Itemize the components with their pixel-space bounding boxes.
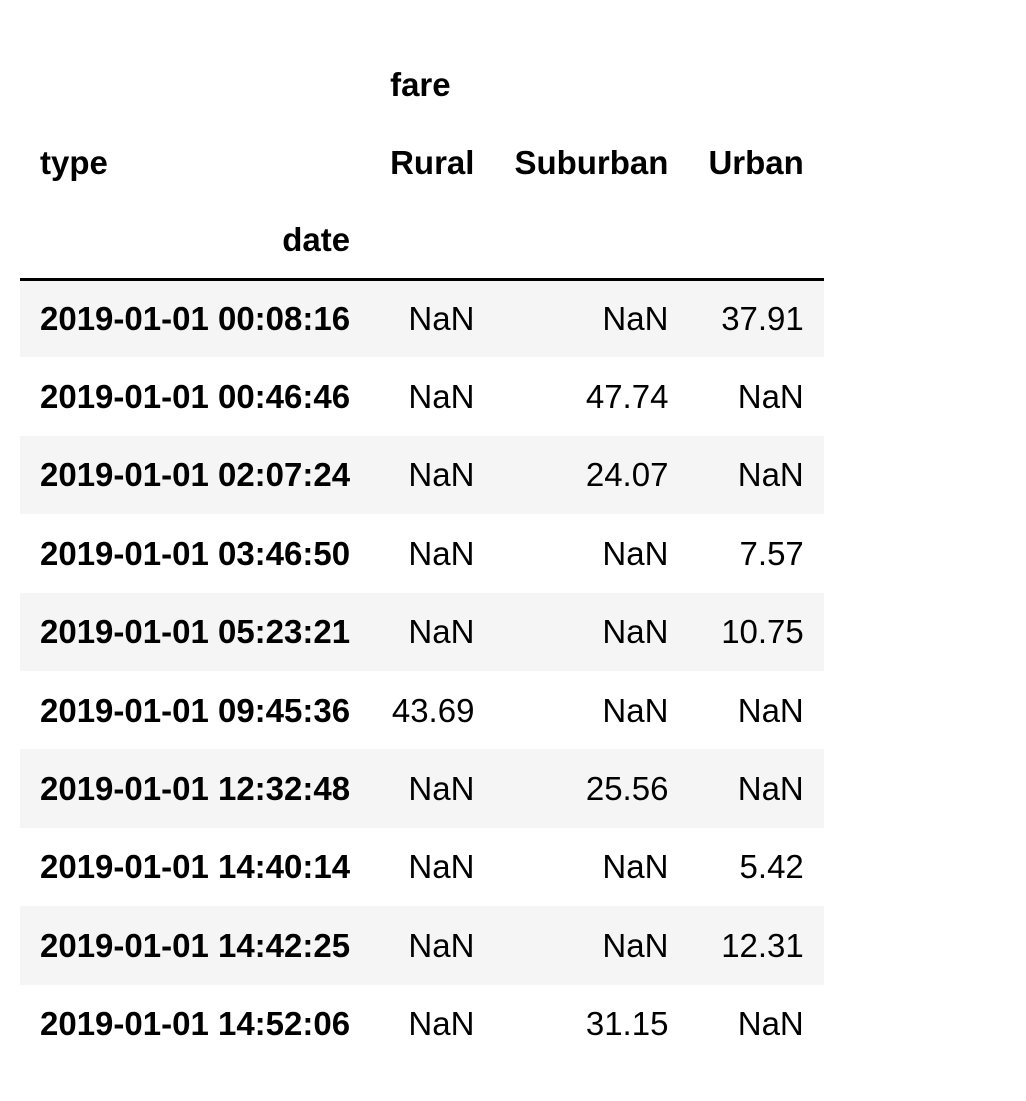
table-header: fare type Rural Suburban Urban date	[20, 45, 824, 281]
cell-urban: NaN	[737, 456, 804, 494]
table-row: 2019-01-01 14:42:25 NaN NaN 12.31	[20, 906, 824, 985]
header-row-level0: fare	[20, 45, 824, 123]
header-row-columns: type Rural Suburban Urban	[20, 123, 824, 201]
table-row: 2019-01-01 14:40:14 NaN NaN 5.42	[20, 827, 824, 907]
table-row: 2019-01-01 14:52:06 NaN 31.15 NaN	[20, 984, 824, 1063]
table-row: 2019-01-01 02:07:24 NaN 24.07 NaN	[20, 435, 824, 515]
row-index: 2019-01-01 14:40:14	[40, 848, 351, 886]
cell-suburban: NaN	[602, 534, 669, 572]
row-index: 2019-01-01 03:46:50	[40, 534, 351, 572]
cell-rural: NaN	[408, 300, 475, 338]
header-blank-cell	[20, 45, 370, 123]
cell-suburban: NaN	[602, 613, 669, 651]
table-body: 2019-01-01 00:08:16 NaN NaN 37.91 2019-0…	[20, 279, 824, 1063]
column-header-suburban: Suburban	[514, 143, 669, 181]
cell-suburban: NaN	[602, 691, 669, 729]
table-row: 2019-01-01 03:46:50 NaN NaN 7.57	[20, 514, 824, 593]
cell-rural: NaN	[408, 534, 475, 572]
cell-rural: NaN	[408, 613, 475, 651]
table-row: 2019-01-01 00:46:46 NaN 47.74 NaN	[20, 357, 824, 436]
header-blank-cell	[494, 201, 689, 281]
cell-rural: NaN	[408, 1005, 475, 1043]
row-index: 2019-01-01 09:45:36	[40, 691, 351, 729]
cell-urban: 37.91	[721, 300, 804, 338]
cell-rural: 43.69	[391, 691, 475, 729]
cell-suburban: 24.07	[585, 456, 669, 494]
cell-urban: NaN	[737, 770, 804, 808]
table-row: 2019-01-01 05:23:21 NaN NaN 10.75	[20, 592, 824, 671]
cell-urban: NaN	[737, 378, 804, 416]
cell-suburban: 31.15	[585, 1005, 669, 1043]
cell-urban: 10.75	[721, 613, 804, 651]
header-blank-cell	[688, 201, 824, 281]
cell-suburban: 47.74	[585, 378, 669, 416]
cell-urban: 7.57	[739, 534, 804, 572]
cell-urban: 5.42	[739, 848, 804, 886]
table-row: 2019-01-01 09:45:36 43.69 NaN NaN	[20, 670, 824, 750]
cell-suburban: NaN	[602, 926, 669, 964]
row-index: 2019-01-01 00:08:16	[40, 300, 351, 338]
cell-suburban: NaN	[602, 848, 669, 886]
cell-rural: NaN	[408, 378, 475, 416]
header-row-index-name: date	[20, 201, 824, 281]
table-row: 2019-01-01 12:32:48 NaN 25.56 NaN	[20, 749, 824, 828]
columns-name-header: type	[40, 143, 108, 181]
column-header-rural: Rural	[390, 143, 475, 181]
row-index: 2019-01-01 05:23:21	[40, 613, 351, 651]
cell-urban: NaN	[737, 1005, 804, 1043]
cell-rural: NaN	[408, 848, 475, 886]
row-index: 2019-01-01 14:42:25	[40, 926, 351, 964]
dataframe-table: fare type Rural Suburban Urban date 2019…	[20, 45, 824, 1063]
cell-suburban: NaN	[602, 300, 669, 338]
column-level0-header: fare	[390, 65, 451, 103]
header-blank-cell	[494, 45, 688, 123]
column-header-urban: Urban	[708, 143, 804, 181]
cell-rural: NaN	[408, 456, 475, 494]
row-index: 2019-01-01 02:07:24	[40, 456, 351, 494]
table-row: 2019-01-01 00:08:16 NaN NaN 37.91	[20, 279, 824, 358]
cell-urban: 12.31	[721, 926, 804, 964]
cell-urban: NaN	[737, 691, 804, 729]
cell-rural: NaN	[408, 926, 475, 964]
index-name-header: date	[20, 201, 371, 281]
cell-rural: NaN	[408, 770, 475, 808]
header-blank-cell	[688, 45, 823, 123]
row-index: 2019-01-01 14:52:06	[40, 1005, 351, 1043]
header-blank-cell	[370, 201, 495, 281]
cell-suburban: 25.56	[585, 770, 669, 808]
dataframe-output: fare type Rural Suburban Urban date 2019…	[20, 45, 824, 1063]
row-index: 2019-01-01 00:46:46	[40, 378, 351, 416]
row-index: 2019-01-01 12:32:48	[40, 770, 351, 808]
